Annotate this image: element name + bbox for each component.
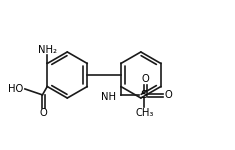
Text: NH₂: NH₂: [38, 45, 57, 55]
Text: O: O: [164, 90, 172, 101]
Text: S: S: [141, 90, 148, 101]
Text: O: O: [142, 74, 149, 84]
Text: NH: NH: [101, 92, 116, 102]
Text: CH₃: CH₃: [135, 108, 153, 118]
Text: HO: HO: [8, 84, 24, 94]
Text: O: O: [40, 108, 48, 118]
